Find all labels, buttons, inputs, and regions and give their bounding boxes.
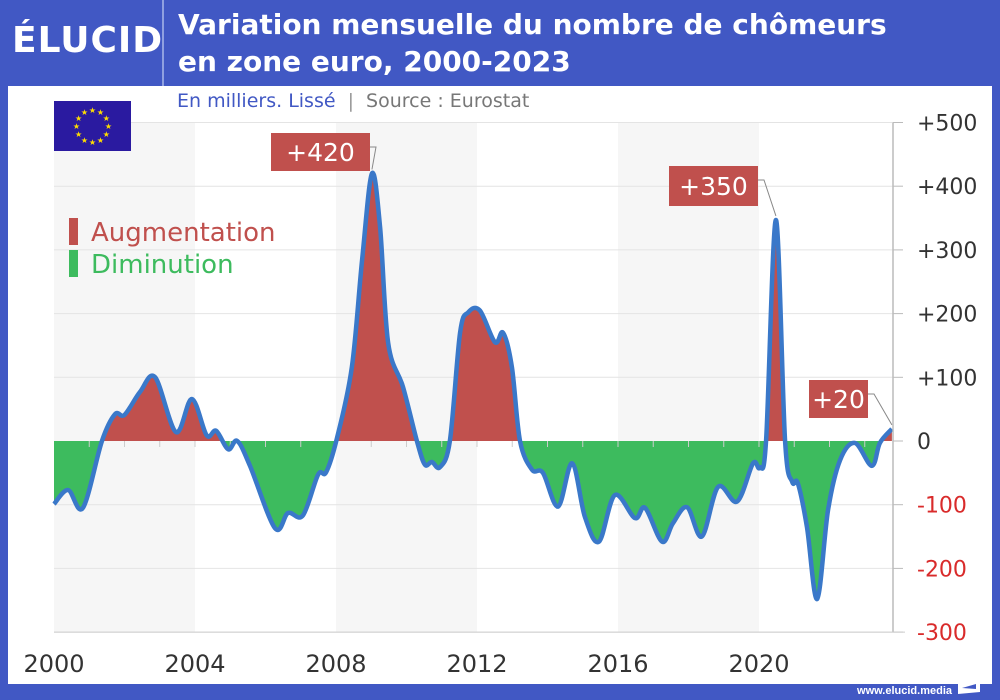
- annotation-box: [271, 133, 370, 171]
- annotation-box: [669, 166, 758, 206]
- legend-label-decrease: Diminution: [91, 250, 234, 280]
- flag-star-icon: ★: [89, 106, 96, 115]
- legend-decrease: Diminution: [69, 250, 234, 280]
- annotation-leader: [868, 393, 893, 426]
- eu-flag-icon: ★ ★★★★★★★★★★★: [54, 101, 131, 151]
- chart-title: Variation mensuelle du nombre de chômeur…: [178, 6, 887, 80]
- x-tick-label: 2020: [728, 650, 789, 678]
- legend-swatch-green: [69, 250, 78, 277]
- x-tick-label: 2008: [305, 650, 366, 678]
- annotation-label: +350: [679, 172, 748, 201]
- area-increase: [54, 172, 892, 441]
- x-tick-label: 2004: [164, 650, 225, 678]
- y-tick-label: +300: [917, 239, 977, 264]
- flag-background: [54, 101, 131, 151]
- annotation: +350: [669, 166, 777, 217]
- area-decrease: [54, 441, 892, 599]
- subtitle-separator: |: [347, 90, 354, 112]
- y-tick-label: 0: [917, 430, 931, 455]
- x-tick-label: 2012: [446, 650, 507, 678]
- header-divider: [162, 0, 164, 86]
- flag-star-icon: ★: [73, 122, 80, 131]
- subtitle: En milliers. Lissé | Source : Eurostat: [177, 90, 529, 112]
- annotation: +420: [271, 133, 377, 171]
- flag-star-icon: ★: [97, 108, 104, 117]
- subtitle-source: Source : Eurostat: [366, 90, 530, 112]
- elucid-footer-icon: [958, 678, 980, 694]
- flag-star-icon: ★: [103, 130, 110, 139]
- annotation-box: [809, 380, 868, 418]
- annotation-leader: [370, 146, 377, 170]
- y-tick-label: +400: [917, 175, 977, 200]
- annotation-label: +20: [812, 385, 865, 414]
- flag-star-icon: ★: [105, 122, 112, 131]
- x-tick-label: 2016: [587, 650, 648, 678]
- annotation-label: +420: [286, 138, 355, 167]
- flag-star-icon: ★: [89, 138, 96, 147]
- y-tick-label: +100: [917, 366, 977, 391]
- y-tick-label: -300: [917, 621, 967, 646]
- annotation-leader: [758, 179, 777, 217]
- y-tick-label: +500: [917, 112, 977, 137]
- flag-star-icon: ★: [103, 114, 110, 123]
- footer-url[interactable]: www.elucid.media: [857, 685, 952, 697]
- legend-swatch-red: [69, 218, 78, 245]
- legend-increase: Augmentation: [69, 218, 276, 248]
- header: ÉLUCID Variation mensuelle du nombre de …: [0, 0, 1000, 86]
- flag-star-icon: ★: [75, 130, 82, 139]
- legend-label-increase: Augmentation: [91, 218, 276, 248]
- y-tick-label: -200: [917, 557, 967, 582]
- y-tick-label: +200: [917, 303, 977, 328]
- title-line-2: en zone euro, 2000-2023: [178, 45, 571, 78]
- series-line: [52, 170, 894, 602]
- flag-star-icon: ★: [81, 136, 88, 145]
- elucid-logo: ÉLUCID: [12, 20, 164, 61]
- x-tick-label: 2000: [23, 650, 84, 678]
- flag-star-icon: ★: [75, 114, 82, 123]
- subtitle-unit: En milliers. Lissé: [177, 90, 336, 112]
- flag-star-icon: ★: [81, 108, 88, 117]
- annotation: +20: [809, 380, 893, 426]
- y-tick-label: -100: [917, 494, 967, 519]
- title-line-1: Variation mensuelle du nombre de chômeur…: [178, 8, 887, 41]
- flag-star-icon: ★: [97, 136, 104, 145]
